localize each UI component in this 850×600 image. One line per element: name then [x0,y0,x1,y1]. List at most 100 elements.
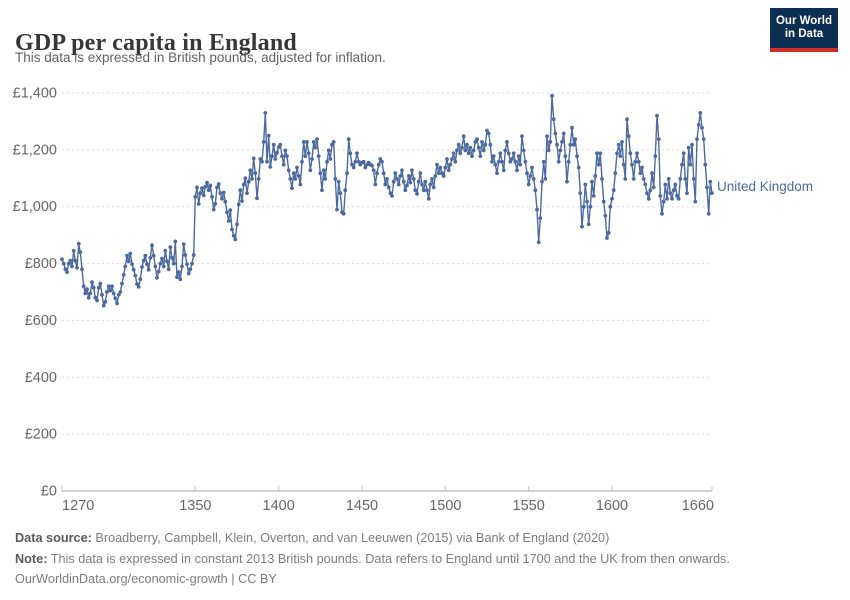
data-point-1381[interactable] [245,191,249,196]
data-point-1541[interactable] [511,151,516,156]
data-point-1399[interactable] [275,150,279,155]
data-point-1274[interactable] [66,261,71,266]
data-point-1393[interactable] [265,159,269,164]
data-point-1465[interactable] [385,177,389,181]
data-point-1293[interactable] [98,281,103,286]
data-point-1631[interactable] [661,199,666,204]
data-point-1418[interactable] [306,151,311,156]
data-point-1501[interactable] [445,157,449,161]
data-point-1297[interactable] [105,290,109,294]
data-point-1573[interactable] [565,179,569,184]
data-point-1338[interactable] [173,239,178,244]
data-point-1558[interactable] [540,179,544,184]
data-point-1439[interactable] [341,211,346,216]
data-point-1622[interactable] [646,196,651,201]
data-point-1473[interactable] [398,174,403,178]
data-point-1330[interactable] [160,256,164,261]
data-point-1304[interactable] [116,292,121,297]
data-point-1427[interactable] [321,168,326,173]
data-point-1295[interactable] [101,303,106,308]
data-point-1280[interactable] [76,241,81,246]
data-point-1654[interactable] [700,125,704,130]
data-point-1276[interactable] [70,264,74,269]
data-point-1625[interactable] [651,185,656,190]
data-point-1536[interactable] [503,148,508,153]
data-point-1365[interactable] [218,191,223,196]
data-point-1640[interactable] [676,196,681,201]
data-point-1342[interactable] [180,264,184,269]
data-point-1383[interactable] [248,168,253,173]
data-point-1339[interactable] [175,275,179,280]
data-point-1645[interactable] [685,191,689,196]
data-point-1475[interactable] [401,179,406,184]
data-point-1375[interactable] [235,222,239,227]
data-point-1413[interactable] [298,182,303,187]
data-point-1525[interactable] [485,128,489,133]
data-point-1357[interactable] [205,180,209,185]
data-point-1484[interactable] [416,179,421,184]
data-point-1487[interactable] [421,188,426,193]
data-point-1317[interactable] [138,277,143,282]
data-point-1329[interactable] [158,261,163,266]
data-point-1397[interactable] [271,142,276,147]
data-point-1605[interactable] [618,154,623,159]
data-point-1272[interactable] [63,267,68,272]
data-point-1567[interactable] [555,142,559,147]
data-point-1313[interactable] [131,267,136,272]
data-point-1611[interactable] [628,151,633,156]
data-point-1533[interactable] [498,151,503,156]
data-point-1539[interactable] [508,159,513,164]
data-point-1279[interactable] [75,265,79,270]
data-point-1530[interactable] [493,162,498,167]
data-point-1343[interactable] [181,242,186,247]
data-point-1636[interactable] [670,196,674,201]
data-point-1545[interactable] [518,162,523,167]
data-point-1298[interactable] [106,284,111,289]
data-point-1460[interactable] [376,162,381,167]
data-point-1360[interactable] [210,194,214,199]
data-point-1515[interactable] [468,145,473,150]
data-point-1629[interactable] [658,194,663,198]
data-point-1571[interactable] [561,131,566,136]
data-point-1489[interactable] [425,188,429,193]
data-point-1598[interactable] [606,231,611,235]
data-point-1569[interactable] [558,148,563,153]
data-point-1444[interactable] [350,162,354,167]
data-point-1594[interactable] [600,177,604,181]
data-point-1628[interactable] [656,137,661,142]
data-point-1446[interactable] [353,159,358,164]
data-point-1470[interactable] [393,171,398,176]
data-point-1404[interactable] [283,148,288,153]
data-point-1429[interactable] [325,159,329,164]
data-point-1646[interactable] [686,145,691,150]
data-point-1426[interactable] [320,188,324,193]
data-point-1526[interactable] [486,131,491,136]
data-point-1584[interactable] [583,182,588,187]
data-point-1374[interactable] [233,237,238,242]
data-point-1302[interactable] [113,296,118,301]
data-point-1514[interactable] [466,151,471,156]
data-point-1378[interactable] [240,199,244,203]
data-point-1289[interactable] [91,285,96,290]
data-point-1565[interactable] [551,117,556,122]
data-point-1568[interactable] [556,159,561,164]
data-point-1372[interactable] [230,227,234,232]
data-point-1480[interactable] [410,168,414,173]
data-point-1624[interactable] [650,171,654,176]
data-point-1305[interactable] [118,290,123,294]
data-point-1423[interactable] [315,137,319,142]
data-point-1320[interactable] [143,253,148,258]
data-point-1386[interactable] [253,171,258,176]
data-point-1350[interactable] [193,194,198,199]
data-point-1647[interactable] [688,162,693,167]
data-point-1353[interactable] [198,191,203,196]
data-point-1318[interactable] [140,265,144,269]
data-point-1299[interactable] [108,288,113,293]
data-point-1507[interactable] [455,148,459,153]
data-point-1563[interactable] [548,140,553,144]
data-point-1283[interactable] [81,284,86,289]
data-point-1532[interactable] [496,159,501,164]
data-point-1390[interactable] [260,159,264,164]
data-point-1551[interactable] [528,174,533,178]
